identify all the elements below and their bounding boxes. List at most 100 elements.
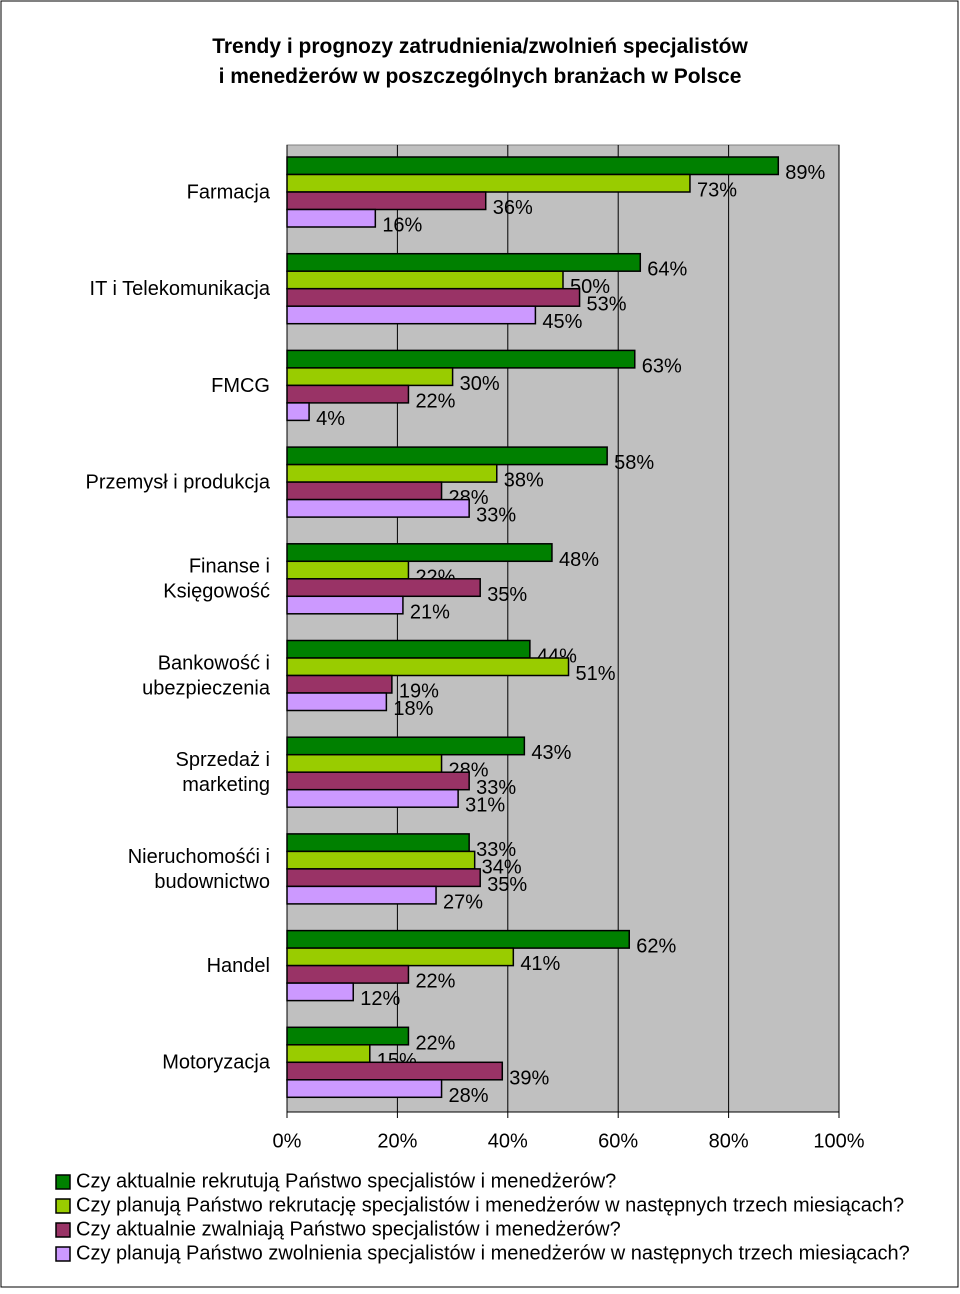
bar xyxy=(286,929,630,949)
legend-label: Czy planują Państwo zwolnienia specjalis… xyxy=(76,1242,910,1264)
value-label: 53% xyxy=(587,294,627,316)
value-label: 19% xyxy=(399,681,439,703)
category-label: Nieruchomośći i budownictwo xyxy=(128,846,270,893)
bar xyxy=(286,788,459,808)
value-label: 33% xyxy=(476,505,516,527)
chart-title: Trendy i prognozy zatrudnienia/zwolnień … xyxy=(212,35,748,88)
value-label: 64% xyxy=(647,259,687,281)
x-tick-label: 0% xyxy=(273,1130,302,1152)
bar xyxy=(286,639,531,659)
bar xyxy=(286,1044,371,1064)
bar xyxy=(286,481,443,501)
legend-label: Czy aktualnie zwalniają Państwo specjali… xyxy=(76,1218,621,1240)
value-label: 22% xyxy=(415,390,455,412)
bar xyxy=(286,692,388,712)
bar xyxy=(286,771,470,791)
value-label: 43% xyxy=(531,742,571,764)
x-tick-label: 80% xyxy=(709,1130,749,1152)
value-label: 39% xyxy=(509,1067,549,1089)
bar xyxy=(286,349,636,369)
value-label: 30% xyxy=(460,373,500,395)
legend-label: Czy aktualnie rekrutują Państwo specjali… xyxy=(76,1170,616,1192)
value-label: 38% xyxy=(504,470,544,492)
bar xyxy=(286,560,410,580)
category-label: Motoryzacja xyxy=(162,1052,271,1074)
value-label: 62% xyxy=(636,936,676,958)
value-label: 58% xyxy=(614,452,654,474)
bar xyxy=(286,305,537,325)
bar xyxy=(286,833,470,853)
x-tick-label: 60% xyxy=(598,1130,638,1152)
legend-label: Czy planują Państwo rekrutację specjalis… xyxy=(76,1194,904,1216)
bar xyxy=(286,156,780,176)
legend-swatch xyxy=(55,1222,71,1238)
bar xyxy=(286,753,443,773)
value-label: 22% xyxy=(415,971,455,993)
bar xyxy=(286,446,608,466)
bar xyxy=(286,982,354,1002)
value-label: 27% xyxy=(443,891,483,913)
value-label: 18% xyxy=(393,698,433,720)
bar xyxy=(286,384,410,404)
value-label: 35% xyxy=(487,584,527,606)
bar xyxy=(286,657,570,677)
value-label: 33% xyxy=(476,777,516,799)
x-tick-label: 20% xyxy=(377,1130,417,1152)
legend-swatch xyxy=(55,1198,71,1214)
bar xyxy=(286,463,498,483)
value-label: 12% xyxy=(360,988,400,1010)
bar xyxy=(286,868,481,888)
category-label: Przemysł i produkcja xyxy=(85,472,270,494)
bar xyxy=(286,674,393,694)
bar xyxy=(286,850,476,870)
value-label: 16% xyxy=(382,215,422,237)
category-label: Handel xyxy=(207,955,270,977)
category-label: Finanse i Księgowość xyxy=(163,556,270,603)
category-label: IT i Telekomunikacja xyxy=(90,278,271,300)
legend-swatch xyxy=(55,1246,71,1262)
bar xyxy=(286,964,410,984)
value-label: 31% xyxy=(465,795,505,817)
value-label: 41% xyxy=(520,953,560,975)
value-label: 51% xyxy=(576,663,616,685)
x-tick-label: 40% xyxy=(488,1130,528,1152)
bar xyxy=(286,191,487,211)
category-label: Sprzedaż i marketing xyxy=(176,749,271,796)
value-label: 33% xyxy=(476,839,516,861)
value-label: 63% xyxy=(642,355,682,377)
bar xyxy=(286,1079,443,1099)
bar xyxy=(286,947,515,967)
category-label: Bankowość i ubezpieczenia xyxy=(142,653,271,700)
bar xyxy=(286,736,526,756)
value-label: 35% xyxy=(487,874,527,896)
bar xyxy=(286,173,691,193)
bar xyxy=(286,543,553,563)
value-label: 4% xyxy=(316,408,345,430)
bar xyxy=(286,595,404,615)
bar xyxy=(286,367,454,387)
x-tick-label: 100% xyxy=(813,1130,864,1152)
bar xyxy=(286,208,377,228)
value-label: 22% xyxy=(415,1032,455,1054)
bar xyxy=(286,270,564,290)
value-label: 21% xyxy=(410,601,450,623)
category-label: FMCG xyxy=(211,375,270,397)
value-label: 34% xyxy=(482,856,522,878)
bar xyxy=(286,498,470,518)
value-label: 28% xyxy=(449,1085,489,1107)
value-label: 89% xyxy=(785,162,825,184)
value-label: 48% xyxy=(559,549,599,571)
value-label: 73% xyxy=(697,180,737,202)
bar xyxy=(286,402,310,422)
bar xyxy=(286,578,481,598)
bar xyxy=(286,885,437,905)
bar xyxy=(286,1026,410,1046)
category-label: Farmacja xyxy=(187,182,271,204)
value-label: 36% xyxy=(493,197,533,219)
bar xyxy=(286,1061,504,1081)
bar xyxy=(286,252,642,272)
legend-swatch xyxy=(55,1174,71,1190)
bar xyxy=(286,287,581,307)
value-label: 45% xyxy=(542,311,582,333)
